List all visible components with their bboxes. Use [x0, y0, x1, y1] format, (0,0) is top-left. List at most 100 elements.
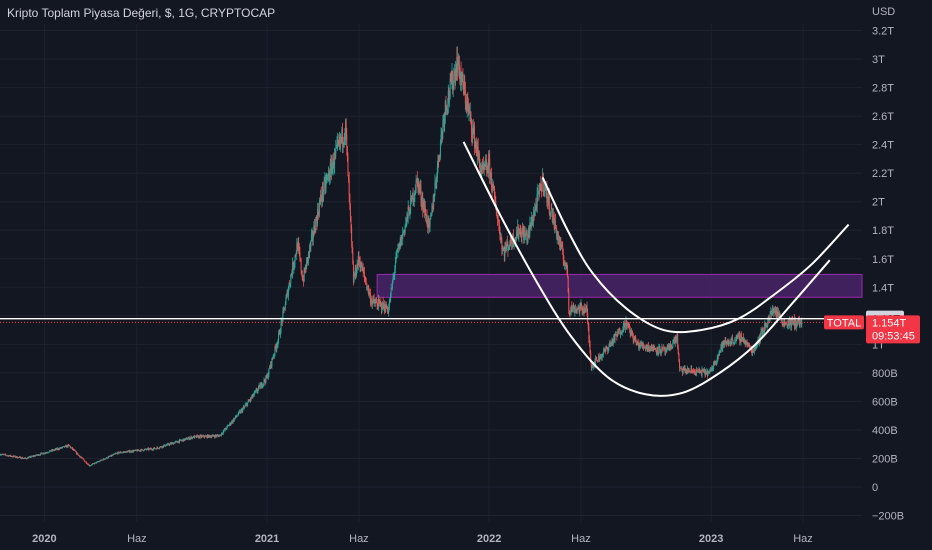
candle-up	[724, 340, 726, 345]
candle-down	[113, 453, 115, 455]
candle-up	[522, 229, 524, 232]
candle-up	[224, 428, 226, 431]
candle-down	[510, 235, 512, 243]
candle-up	[191, 437, 193, 439]
candle-down	[776, 311, 778, 316]
candle-down	[68, 444, 70, 446]
candle-down	[161, 447, 163, 448]
candle-down	[118, 451, 120, 453]
candle-up	[292, 262, 294, 275]
candle-up	[683, 367, 685, 370]
candle-up	[254, 391, 256, 393]
candle-down	[164, 444, 166, 447]
x-tick-label: 2021	[255, 533, 279, 545]
candle-up	[312, 235, 314, 239]
candle-up	[59, 448, 61, 450]
candle-down	[16, 456, 18, 458]
candle-down	[365, 279, 367, 283]
countdown-label: 09:53:45	[872, 330, 915, 342]
candle-up	[787, 324, 789, 327]
candle-up	[501, 248, 503, 250]
candle-up	[786, 323, 788, 325]
candle-up	[112, 454, 114, 456]
candle-down	[483, 163, 485, 169]
candle-down	[192, 437, 194, 438]
candle-up	[229, 422, 231, 425]
candle-up	[285, 298, 287, 305]
candle-down	[170, 443, 172, 445]
candle-up	[564, 264, 566, 266]
candle-up	[273, 355, 275, 358]
candle-up	[396, 251, 398, 253]
candle-up	[334, 152, 336, 166]
candle-up	[91, 464, 93, 466]
candle-up	[480, 169, 482, 173]
candle-up	[39, 454, 41, 456]
candle-up	[390, 293, 392, 302]
candle-up	[682, 369, 684, 374]
candle-up	[353, 275, 355, 283]
candle-up	[612, 339, 614, 345]
candle-up	[253, 392, 255, 395]
x-axis[interactable]: 2020 Haz 2021 Haz 2022 Haz 2023 Haz	[32, 533, 813, 545]
candle-up	[127, 450, 129, 452]
candle-down	[458, 55, 460, 70]
candle-up	[718, 352, 720, 356]
candle-down	[180, 440, 182, 442]
candle-up	[585, 305, 587, 310]
candle-down	[566, 262, 568, 270]
candle-down	[790, 320, 792, 328]
candle-down	[371, 300, 373, 305]
candle-up	[458, 55, 460, 65]
candle-up	[375, 300, 377, 302]
candle-down	[354, 275, 356, 277]
candle-down	[554, 220, 556, 228]
candle-up	[51, 449, 53, 452]
candle-up	[345, 120, 347, 136]
y-axis[interactable]: USD 3.2T 3T 2.8T 2.6T 2.4T 2.2T 2T 1.8T 1.6T 1.4T 1…	[872, 6, 904, 523]
candle-down	[104, 459, 106, 461]
candle-up	[602, 351, 604, 355]
candle-down	[239, 411, 241, 414]
candle-down	[230, 422, 232, 425]
candle-down	[126, 451, 128, 453]
candle-down	[265, 375, 267, 378]
candle-down	[692, 371, 694, 372]
candle-up	[733, 342, 735, 344]
candle-up	[174, 441, 176, 443]
candle-down	[300, 258, 302, 260]
candle-down	[340, 137, 342, 140]
candle-down	[157, 447, 159, 449]
candle-up	[343, 138, 345, 143]
candle-down	[346, 135, 348, 147]
candle-up	[636, 343, 638, 346]
y-tick-label: 800B	[872, 368, 898, 380]
candle-down	[160, 446, 162, 448]
candle-up	[407, 206, 409, 218]
candle-down	[460, 72, 462, 83]
candle-down	[200, 435, 202, 437]
candle-down	[283, 308, 285, 310]
candle-up	[189, 437, 191, 439]
candle-up	[204, 435, 206, 438]
candle-up	[208, 434, 210, 438]
candle-down	[233, 419, 235, 421]
candle-up	[646, 346, 648, 349]
candle-up	[669, 343, 671, 349]
candle-down	[194, 435, 196, 437]
candle-up	[688, 370, 690, 373]
candle-up	[651, 344, 653, 349]
candle-up	[251, 394, 253, 397]
candle-up	[319, 201, 321, 204]
candle-down	[786, 323, 788, 327]
candle-up	[667, 347, 669, 349]
candle-down	[178, 441, 180, 443]
candle-down	[373, 298, 375, 303]
candle-down	[560, 240, 562, 249]
candle-up	[368, 292, 370, 294]
candle-down	[706, 370, 708, 376]
candle-down	[470, 111, 472, 120]
candle-up	[755, 345, 757, 350]
candle-down	[51, 449, 53, 451]
